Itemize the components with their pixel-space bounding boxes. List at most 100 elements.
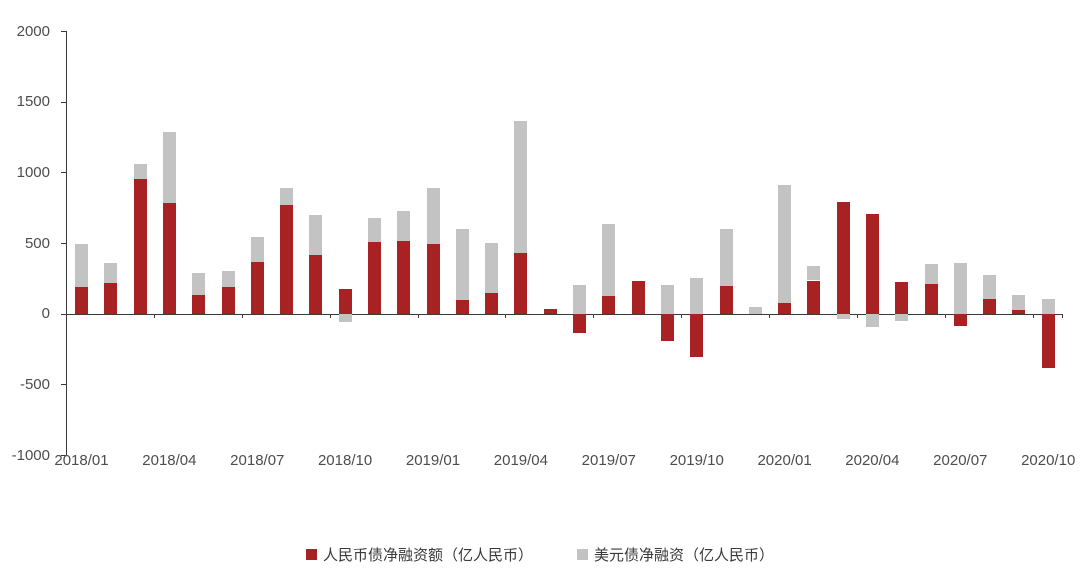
bar-segment-usd: [104, 262, 118, 284]
y-axis-tick: [61, 455, 66, 456]
y-axis-tick-label: -1000: [11, 446, 50, 464]
x-axis-tick-label: 2019/07: [581, 452, 636, 469]
legend-swatch-rmb-icon: [305, 549, 317, 560]
y-axis-tick: [61, 243, 66, 244]
bar-segment-usd: [602, 223, 616, 296]
bar-segment-rmb: [543, 308, 557, 314]
bar-segment-rmb: [807, 280, 821, 314]
bar-segment-rmb: [104, 283, 118, 314]
bar-segment-usd: [748, 306, 762, 314]
legend-item-usd: 美元债净融资（亿人民币）: [577, 544, 774, 565]
bar-segment-usd: [367, 218, 381, 243]
bar-segment-usd: [895, 313, 909, 321]
bar-segment-usd: [426, 187, 440, 245]
bar-segment-usd: [455, 228, 469, 301]
y-axis-tick-label: 1500: [16, 93, 50, 111]
bar-segment-rmb: [367, 242, 381, 314]
legend-label-usd: 美元债净融资（亿人民币）: [594, 547, 775, 564]
y-axis-tick-label: 0: [41, 305, 50, 323]
bar-segment-rmb: [280, 204, 294, 314]
bar-segment-usd: [690, 277, 704, 314]
y-axis-tick-label: 500: [24, 234, 50, 252]
bar-segment-usd: [953, 262, 967, 314]
x-axis-tick-label: 2020/10: [1021, 452, 1076, 469]
bar-segment-usd: [1041, 298, 1055, 314]
bar-segment-rmb: [895, 281, 909, 314]
x-axis-tick-label: 2020/07: [933, 452, 988, 469]
bar-segment-usd: [75, 243, 88, 287]
bar-segment-rmb: [133, 179, 147, 314]
bar-segment-rmb: [75, 286, 88, 314]
x-axis-tick-label: 2019/01: [405, 452, 461, 469]
bar-segment-usd: [280, 187, 294, 205]
y-axis-tick-label: 1000: [16, 163, 50, 181]
bar-segment-usd: [221, 271, 235, 287]
bar-segment-usd: [836, 313, 850, 319]
bar-segment-rmb: [836, 202, 850, 314]
bar-segment-usd: [778, 185, 792, 304]
x-axis-tick: [329, 313, 331, 318]
bar-segment-usd: [162, 132, 176, 204]
bar-segment-usd: [660, 284, 674, 314]
bar-segment-rmb: [485, 292, 499, 314]
bar-segment-rmb: [719, 286, 733, 314]
bar-segment-rmb: [631, 280, 645, 314]
legend-swatch-usd-icon: [577, 549, 588, 560]
bar-segment-rmb: [983, 298, 997, 314]
x-axis-tick-label: 2019/04: [493, 452, 548, 469]
x-axis-tick: [505, 313, 507, 318]
bar-segment-rmb: [1041, 313, 1055, 369]
x-axis-tick-label: 2018/07: [230, 452, 285, 469]
x-axis-tick-label: 2020/04: [845, 452, 900, 469]
x-axis-tick: [153, 313, 155, 318]
bar-segment-usd: [338, 313, 352, 323]
y-axis-tick: [61, 313, 66, 315]
y-axis-tick: [61, 31, 66, 32]
y-axis-tick: [61, 384, 66, 386]
bar-segment-usd: [192, 273, 206, 296]
bar-segment-rmb: [338, 288, 352, 314]
bar-segment-rmb: [514, 252, 528, 314]
bar-segment-rmb: [426, 244, 440, 314]
x-axis-tick: [1062, 313, 1063, 318]
y-axis-tick-label: -500: [19, 375, 50, 393]
bar-segment-usd: [719, 228, 733, 287]
y-axis-line: [66, 31, 67, 455]
x-axis-tick-label: 2018/01: [54, 452, 109, 469]
bar-segment-usd: [133, 163, 147, 180]
plot-area: [66, 31, 1063, 455]
bar-segment-rmb: [778, 303, 792, 314]
bar-segment-rmb: [192, 295, 206, 314]
bar-segment-usd: [514, 120, 528, 253]
legend: 人民币债净融资额（亿人民币） 美元债净融资（亿人民币）: [0, 544, 1080, 565]
bar-segment-rmb: [221, 286, 235, 314]
x-axis-tick: [593, 313, 595, 318]
bar-segment-rmb: [690, 313, 704, 357]
bar-segment-usd: [485, 243, 499, 293]
bar-segment-rmb: [455, 300, 469, 314]
y-axis-tick: [61, 172, 66, 174]
bar-segment-rmb: [573, 313, 586, 333]
bar-segment-rmb: [602, 296, 616, 314]
bar-segment-rmb: [865, 214, 879, 314]
bar-segment-rmb: [397, 240, 411, 314]
bar-segment-usd: [397, 211, 411, 241]
x-axis-tick-label: 2018/04: [142, 452, 197, 469]
bar-segment-usd: [573, 285, 586, 314]
x-axis-tick: [241, 313, 243, 318]
bar-segment-rmb: [1012, 310, 1026, 314]
x-axis-tick: [1032, 313, 1034, 318]
bar-segment-rmb: [953, 313, 967, 327]
bar-segment-rmb: [250, 262, 264, 314]
bar-segment-usd: [1012, 295, 1026, 311]
bar-segment-usd: [807, 266, 821, 281]
y-axis-tick-label: 2000: [16, 22, 50, 40]
y-axis-tick: [61, 101, 66, 103]
bar-segment-rmb: [162, 203, 176, 314]
x-axis-line: [66, 313, 1063, 315]
x-axis-tick: [681, 313, 683, 318]
x-axis-tick: [856, 313, 858, 318]
x-axis-tick: [417, 313, 419, 318]
bar-segment-usd: [865, 313, 879, 328]
bar-segment-rmb: [309, 255, 323, 314]
